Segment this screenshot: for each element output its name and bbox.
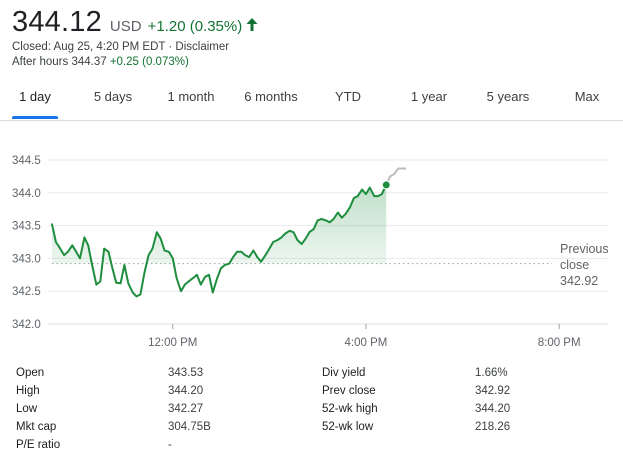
stat-div-yield: Div yield 1.66% — [322, 367, 508, 379]
active-tab-indicator — [12, 116, 58, 119]
currency-label: USD — [109, 18, 142, 35]
y-tick-label: 342.5 — [12, 286, 41, 298]
tab-5-years[interactable]: 5 years — [486, 89, 530, 104]
price-change: +1.20 (0.35%) — [147, 18, 243, 35]
tab-1-year[interactable]: 1 year — [410, 89, 448, 104]
stat-prev-close: Prev close 342.92 — [322, 385, 511, 397]
previous-close-label: 342.92 — [560, 274, 598, 288]
tab-1-day[interactable]: 1 day — [19, 89, 51, 104]
tab-ytd[interactable]: YTD — [335, 89, 361, 104]
previous-close-label: Previous — [560, 242, 609, 256]
price-area-fill — [52, 184, 387, 264]
y-tick-label: 343.5 — [12, 221, 41, 233]
previous-close-label: close — [560, 258, 589, 272]
range-tabs: 1 day 5 days 1 month 6 months YTD 1 year… — [0, 88, 623, 121]
tab-6-months[interactable]: 6 months — [244, 89, 298, 104]
tab-5-days[interactable]: 5 days — [93, 89, 133, 104]
y-tick-label: 344.0 — [12, 188, 41, 200]
x-tick-label: 12:00 PM — [148, 337, 197, 349]
after-hours-line — [385, 167, 406, 186]
tab-max[interactable]: Max — [574, 89, 600, 104]
after-hours-label: After hours 344.37 — [12, 56, 107, 68]
close-marker — [381, 180, 391, 190]
stat-high: High 344.20 — [16, 385, 204, 397]
stat-low: Low 342.27 — [16, 403, 204, 415]
arrow-up-icon — [246, 18, 258, 31]
stat-open: Open 343.53 — [16, 367, 204, 379]
stat-mkt-cap: Mkt cap 304.75B — [16, 421, 211, 433]
stat-52wk-low: 52-wk low 218.26 — [322, 421, 511, 433]
price-chart[interactable]: 344.5 344.0 343.5 343.0 342.5 342.0 12:00 PM 4:… — [0, 120, 623, 352]
after-hours-change: +0.25 (0.073%) — [109, 56, 189, 68]
current-price: 344.12 — [12, 6, 102, 38]
price-line — [51, 183, 388, 298]
closed-text: Closed: Aug 25, 4:20 PM EDT · Disclaimer — [12, 41, 230, 53]
tab-1-month[interactable]: 1 month — [167, 89, 215, 104]
stat-pe-ratio: P/E ratio - — [16, 439, 172, 451]
y-tick-label: 343.0 — [12, 253, 41, 265]
y-tick-label: 344.5 — [12, 155, 41, 167]
after-hours-status: After hours 344.37 +0.25 (0.073%) — [12, 56, 189, 68]
stat-52wk-high: 52-wk high 344.20 — [322, 403, 511, 415]
closed-status: Closed: Aug 25, 4:20 PM EDT · Disclaimer — [12, 41, 229, 53]
quote-header: 344.12 USD +1.20 (0.35%) — [12, 6, 258, 39]
x-tick-label: 4:00 PM — [345, 337, 388, 349]
y-tick-label: 342.0 — [12, 319, 41, 331]
x-tick-label: 8:00 PM — [538, 337, 581, 349]
